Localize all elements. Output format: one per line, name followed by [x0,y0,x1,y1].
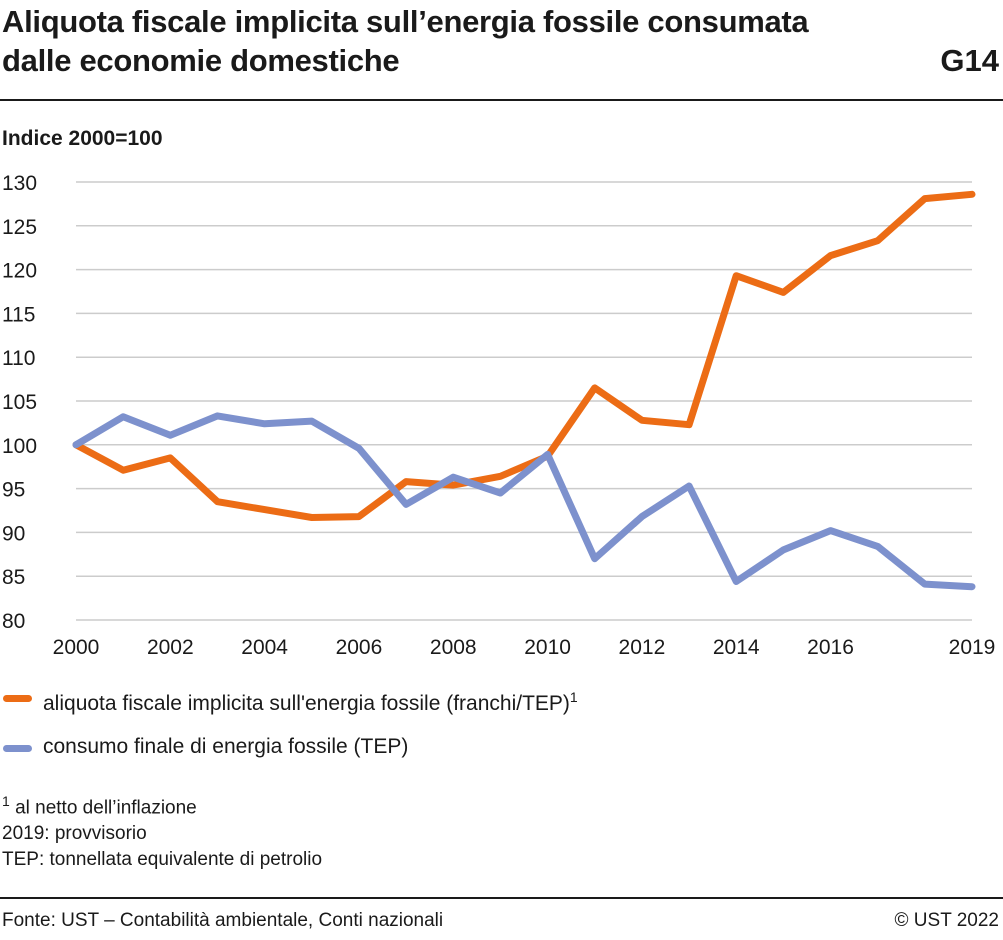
y-tick-label: 130 [2,172,37,195]
x-tick-label: 2014 [713,636,760,659]
x-tick-label: 2016 [807,636,854,659]
x-tick-label: 2000 [53,636,100,659]
footnote-provisional: 2019: provvisorio [2,823,147,845]
copyright: © UST 2022 [894,910,999,931]
footnote-tep: TEP: tonnellata equivalente di petrolio [2,849,323,871]
legend-swatch-tax-rate [3,695,32,702]
x-tick-label: 2004 [241,636,288,659]
series-line-tax-rate [72,190,976,521]
x-tick-labels: 2000 2002 2004 2006 2008 2010 2012 2014 2016 2019 [53,636,996,659]
legend-item-tax-rate: aliquota fiscale implicita sull'energia … [0,682,1003,715]
y-tick-label: 95 [2,479,25,502]
x-tick-label: 2012 [619,636,666,659]
y-tick-label: 90 [2,522,25,545]
x-tick-label: 2006 [336,636,383,659]
y-tick-label: 85 [2,566,25,589]
footer-rule [0,897,1003,899]
x-tick-label: 2002 [147,636,194,659]
x-tick-label: 2010 [524,636,571,659]
series-line-consumption [72,412,976,591]
y-tick-label: 115 [2,303,35,326]
figure-code: G14 [940,43,999,78]
footnote-inflation: 1 al netto dell’inflazione [2,793,197,819]
series-lines [72,190,976,591]
y-axis-label: Indice 2000=100 [2,127,163,150]
header-rule [0,99,1003,101]
chart-title: Aliquota fiscale implicita sull’energia … [2,2,902,80]
legend-label-tax-rate: aliquota fiscale implicita sull'energia … [43,689,578,715]
x-tick-label: 2008 [430,636,477,659]
y-tick-label: 120 [2,260,37,283]
legend-swatch-consumption [3,745,32,752]
grid-lines [76,181,972,621]
title-line-1: Aliquota fiscale implicita sull’energia … [2,4,809,39]
y-tick-label: 100 [2,435,37,458]
y-tick-label: 105 [2,391,37,414]
x-tick-label: 2019 [949,636,996,659]
title-line-2: dalle economie domestiche [2,43,400,78]
y-tick-labels: 80 85 90 95 100 105 110 115 120 125 130 [2,172,37,633]
source-note: Fonte: UST – Contabilità ambientale, Con… [2,910,444,931]
legend-item-consumption: consumo finale di energia fossile (TEP) [0,732,1003,762]
footnotes: 1 al netto dell’inflazione 2019: provvis… [2,788,322,873]
legend-label-consumption: consumo finale di energia fossile (TEP) [43,735,409,758]
y-tick-label: 110 [2,347,35,370]
y-tick-label: 125 [2,216,37,239]
y-tick-label: 80 [2,610,25,633]
